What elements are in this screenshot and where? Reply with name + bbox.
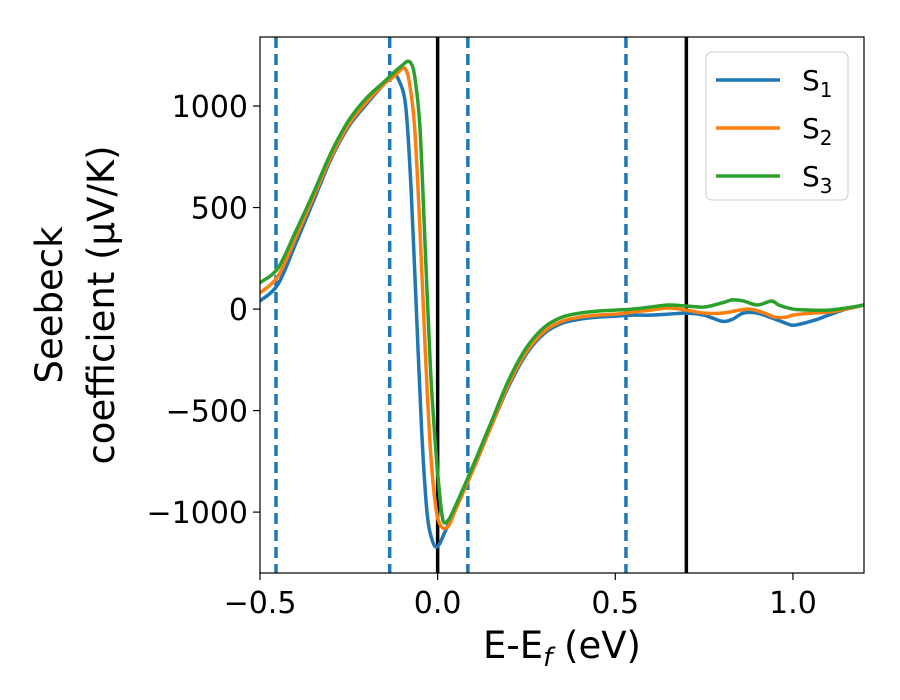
plot-frame [259,36,865,574]
series-line-s3 [260,59,864,525]
legend-label-s3: S3 [802,160,833,198]
x-axis-ticks: −0.5 0.0 0.5 1.0 [224,573,817,621]
legend-box [705,51,849,201]
y-tick-label: 500 [191,192,248,227]
legend: S1 S2 S3 [705,51,849,201]
y-axis-title-line2: coefficient (μV/K) [80,145,123,464]
y-tick-label: −500 [166,395,248,430]
y-tick-label: 0 [229,293,248,328]
y-axis-title-line1: Seebeck [28,226,71,384]
legend-label-s2: S2 [802,112,833,150]
x-tick-label: 0.0 [414,586,462,621]
x-tick-label: 1.0 [769,586,817,621]
series-lines [260,59,864,549]
y-axis-ticks: −1000 −500 0 500 1000 [147,90,260,531]
y-tick-label: 1000 [172,90,248,125]
y-tick-label: −1000 [147,496,248,531]
x-tick-label: 0.5 [591,586,639,621]
y-axis-title: Seebeck coefficient (μV/K) [28,145,123,464]
vertical-lines [274,37,689,573]
legend-label-s1: S1 [802,64,833,102]
x-tick-label: −0.5 [224,586,297,621]
x-axis-title: E-Ef (eV) [483,624,641,673]
